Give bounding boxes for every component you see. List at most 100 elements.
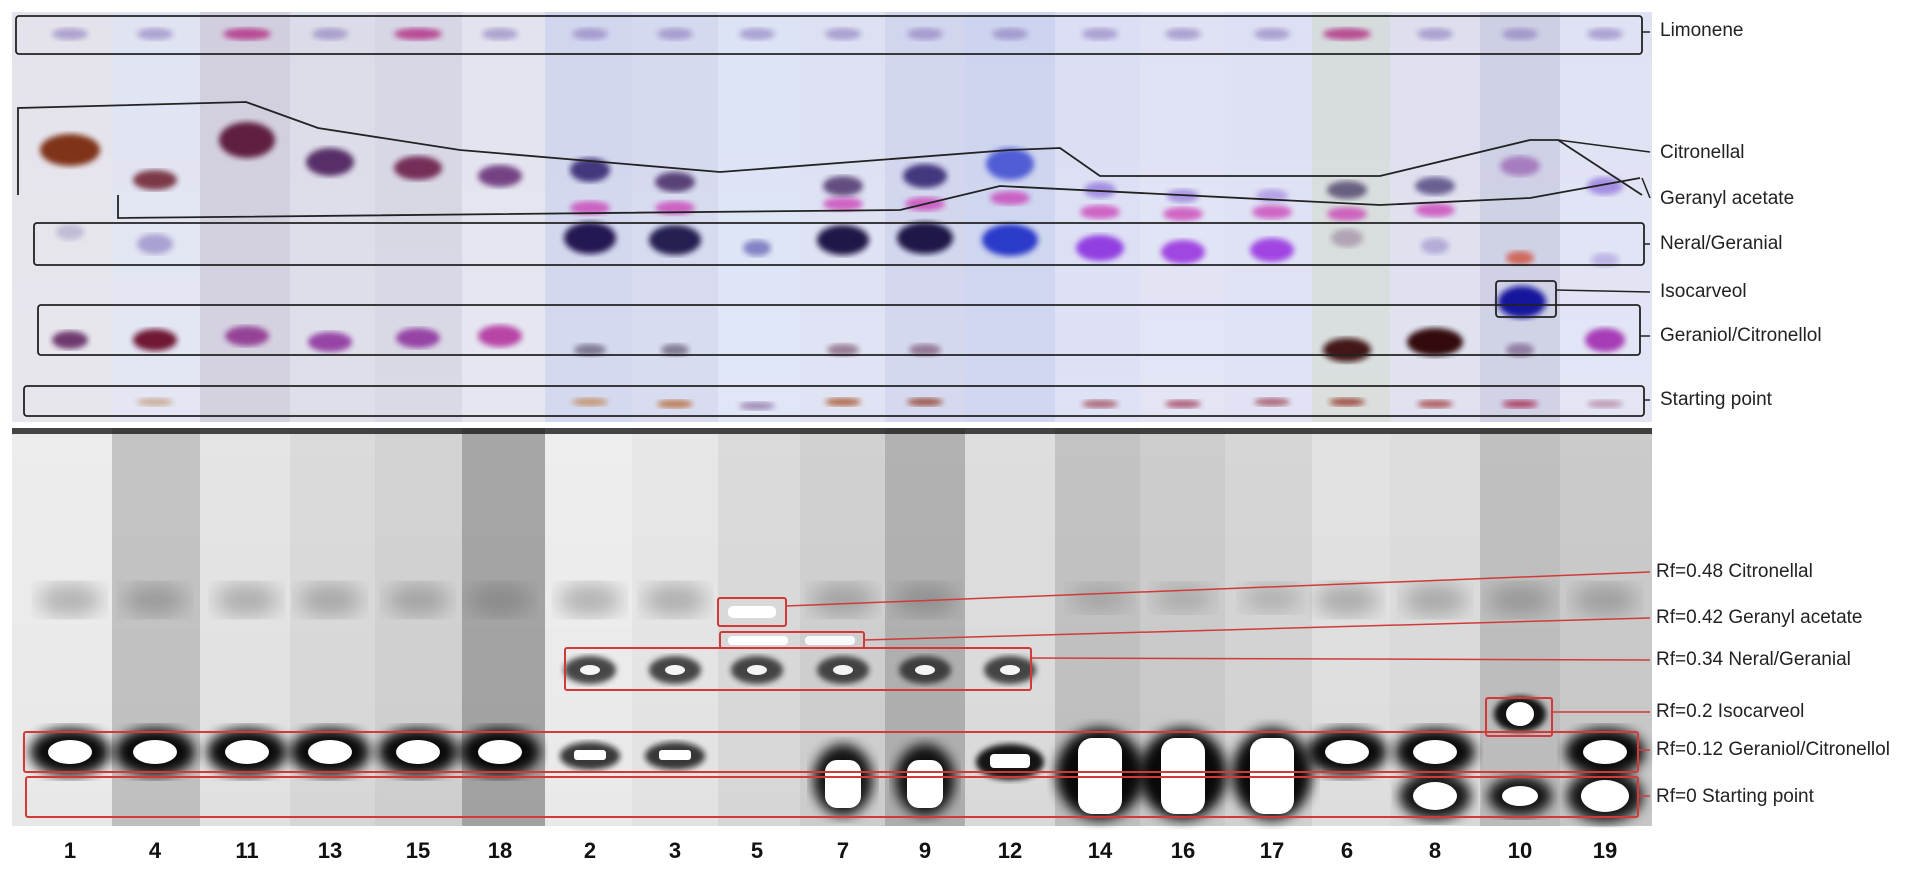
tlc-spot [478,325,522,347]
lane-number: 14 [1087,838,1113,863]
tlc-spot [907,760,943,808]
box-bottom-geraniol-citronellol [23,731,1639,773]
tlc-spot [1080,205,1120,219]
tlc-spot [40,134,100,166]
tlc-spot [482,28,518,40]
label-rf-citronellal: Rf=0.48 Citronellal [1656,561,1813,582]
tlc-spot [825,28,861,40]
tlc-spot [1165,28,1201,40]
tlc-spot [665,665,685,675]
tlc-spot [661,344,689,356]
box-bottom-starting-point [25,776,1639,818]
tlc-spot [564,222,616,254]
tlc-spot [1421,238,1449,254]
tlc-spot [825,760,861,808]
tlc-spot [1329,398,1365,406]
tlc-spot [1506,251,1534,265]
tlc-spot [1417,28,1453,40]
top-leader-lines [1555,31,1651,401]
tlc-spot [655,172,695,192]
tlc-spot [56,224,84,240]
lane-number: 6 [1340,838,1354,863]
bottom-leader-lines [785,571,1651,797]
label-citronellal: Citronellal [1660,142,1745,163]
tlc-spot [728,636,788,645]
top-lane-strip [718,12,800,422]
tlc-spot [1488,584,1552,616]
tlc-spot [986,148,1034,180]
tlc-spot [1153,584,1213,612]
tlc-spot [1506,702,1534,726]
tlc-spot [1254,28,1290,40]
tlc-spot [1502,400,1538,408]
box-citronellal [17,101,1643,196]
top-lane-strip [1560,12,1652,422]
tlc-spot [225,740,269,764]
tlc-spot [1407,328,1463,356]
top-lane-strip [885,12,965,422]
top-lane-strip [290,12,375,422]
tlc-spot [1325,740,1369,764]
tlc-spot [982,224,1038,256]
tlc-spot [52,28,88,40]
label-isocarveol: Isocarveol [1660,281,1747,302]
tlc-spot [574,344,606,356]
lane-number: 2 [583,838,597,863]
tlc-spot [897,222,953,254]
tlc-spot [1242,584,1302,612]
label-geraniol-citronellol: Geraniol/Citronellol [1660,325,1822,346]
tlc-spot [1573,584,1637,616]
box-geraniol-citronellol [37,304,1641,356]
bottom-lane-strip [1480,428,1560,826]
tlc-spot [1591,253,1619,267]
label-rf-geraniol-citronellol: Rf=0.12 Geraniol/Citronellol [1656,739,1890,760]
top-lane-strip [1480,12,1560,422]
tlc-spot [1581,780,1629,812]
top-lane-strip [12,12,112,422]
label-geranyl-acetate: Geranyl acetate [1660,188,1795,209]
box-geranyl-acetate [117,177,1641,219]
tlc-spot [825,398,861,406]
tlc-spot [306,148,354,176]
tlc-spot [1403,584,1467,616]
tlc-spot [1331,229,1363,247]
tlc-spot [1323,338,1371,362]
lane-number: 19 [1592,838,1618,863]
label-rf-neral-geranial: Rf=0.34 Neral/Geranial [1656,649,1851,670]
tlc-spot [990,754,1030,768]
tlc-spot [137,234,173,254]
tlc-spot [915,665,935,675]
label-limonene: Limonene [1660,20,1744,41]
tlc-spot [903,164,947,188]
tlc-spot [907,28,943,40]
lane-number: 11 [235,838,259,863]
tlc-spot [396,740,440,764]
tlc-spot [805,636,855,645]
tlc-spot [137,398,173,406]
tlc-spot [308,332,352,352]
tlc-spot [747,665,767,675]
tlc-spot [1315,584,1379,616]
box-bottom-isocarveol [1485,697,1553,737]
tlc-spot [468,584,532,616]
tlc-spot [1413,782,1457,810]
tlc-spot [1587,177,1623,195]
tlc-spot [572,28,608,40]
lane-number: 16 [1170,838,1196,863]
tlc-spot [1070,584,1130,612]
tlc-spot [219,122,275,158]
lane-number: 13 [317,838,343,863]
lane-number: 4 [148,838,162,863]
tlc-spot [48,740,92,764]
tlc-spot [823,197,863,211]
lane-number: 8 [1428,838,1442,863]
top-lane-strip [632,12,718,422]
lane-number: 17 [1259,838,1285,863]
tlc-spot [223,28,271,40]
lane-number: 5 [750,838,764,863]
tlc-spot [396,328,440,348]
tlc-spot [728,606,776,618]
tlc-spot [1500,156,1540,176]
tlc-spot [478,740,522,764]
